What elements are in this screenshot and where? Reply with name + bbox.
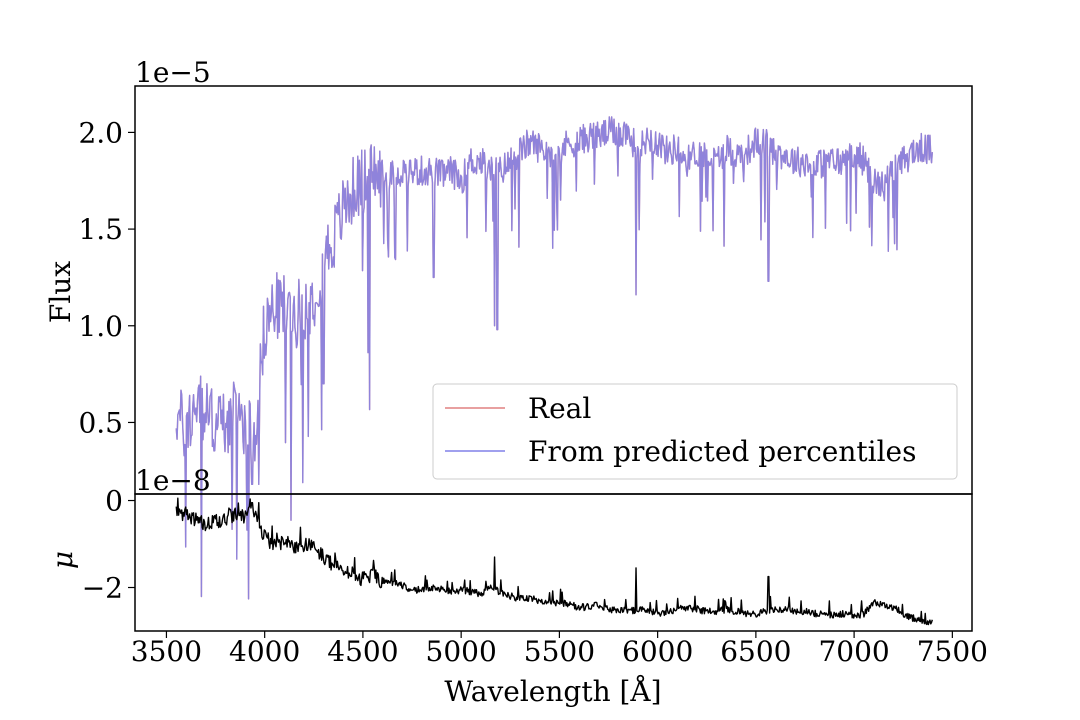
bottom-panel-axes: 0 −2 3500 4000 4500 5000 5500 6000 6500 7000 7500… bbox=[46, 464, 988, 708]
top-ytick-label-2: 1.5 bbox=[78, 213, 123, 246]
top-panel-offset-text: 1e−5 bbox=[135, 56, 211, 89]
bottom-xtick-label-3: 5000 bbox=[426, 635, 497, 668]
bottom-panel-xlabel: Wavelength [Å] bbox=[444, 675, 661, 708]
top-series-predicted-line bbox=[175, 116, 934, 600]
top-panel-series-group bbox=[175, 116, 934, 600]
top-panel-axes: 0.5 1.0 1.5 2.0 1e−5 Flux Real From predict… bbox=[44, 56, 973, 600]
bottom-xtick-label-2: 4500 bbox=[327, 635, 398, 668]
bottom-xtick-label-8: 7500 bbox=[917, 635, 988, 668]
bottom-ytick-label-1: −2 bbox=[82, 572, 123, 605]
bottom-panel-xticks: 3500 4000 4500 5000 5500 6000 6500 7000 7500 bbox=[131, 631, 988, 668]
bottom-xtick-label-5: 6000 bbox=[622, 635, 693, 668]
legend-label-predicted: From predicted percentiles bbox=[528, 435, 916, 468]
top-ytick-label-3: 2.0 bbox=[78, 116, 123, 149]
top-panel-ylabel: Flux bbox=[44, 261, 77, 323]
bottom-xtick-label-6: 6500 bbox=[720, 635, 791, 668]
bottom-xtick-label-7: 7000 bbox=[818, 635, 889, 668]
bottom-panel-series-group bbox=[175, 497, 933, 626]
top-ytick-label-0: 0.5 bbox=[78, 406, 123, 439]
top-ytick-label-1: 1.0 bbox=[78, 310, 123, 343]
bottom-series-mu-line bbox=[175, 497, 933, 626]
bottom-ytick-label-0: 0 bbox=[105, 485, 123, 518]
bottom-panel-frame bbox=[134, 493, 973, 632]
legend[interactable]: Real From predicted percentiles bbox=[432, 383, 958, 480]
bottom-panel-ylabel: μ bbox=[46, 551, 79, 569]
legend-box bbox=[432, 383, 958, 480]
bottom-xtick-label-1: 4000 bbox=[229, 635, 300, 668]
bottom-xtick-label-0: 3500 bbox=[131, 635, 202, 668]
legend-label-real: Real bbox=[528, 392, 591, 425]
bottom-panel-yticks: 0 −2 bbox=[82, 485, 135, 605]
bottom-xtick-label-4: 5500 bbox=[524, 635, 595, 668]
top-panel-yticks: 0.5 1.0 1.5 2.0 bbox=[78, 116, 135, 439]
bottom-panel-offset-text: 1e−8 bbox=[135, 464, 211, 497]
